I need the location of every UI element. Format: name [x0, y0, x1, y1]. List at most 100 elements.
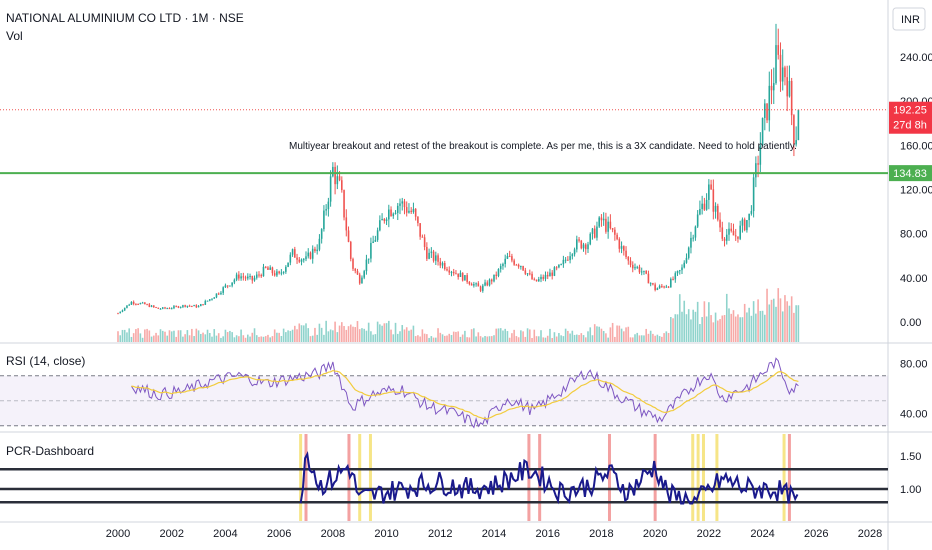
- volume-bar: [233, 337, 236, 342]
- candle-body: [712, 189, 715, 212]
- volume-bar: [334, 321, 336, 342]
- volume-bar: [681, 311, 683, 342]
- pcr-red-marker: [607, 434, 611, 521]
- time-tick-label: 2014: [482, 528, 506, 540]
- volume-bar: [276, 332, 278, 342]
- candle-body: [562, 259, 565, 265]
- candle-body: [144, 302, 146, 305]
- candle-body: [551, 272, 553, 276]
- volume-bar: [251, 332, 254, 342]
- candle-body: [197, 306, 200, 308]
- volume-bar: [768, 304, 771, 342]
- candle-body: [419, 223, 421, 237]
- volume-bar: [640, 335, 643, 342]
- volume-bar: [191, 328, 193, 342]
- volume-bar: [618, 325, 621, 342]
- currency-label[interactable]: INR: [901, 14, 920, 26]
- candle-body: [200, 304, 202, 307]
- pcr-yellow-marker: [299, 434, 303, 521]
- candle-body: [448, 270, 451, 273]
- candle-body: [616, 234, 618, 240]
- candle-body: [329, 176, 332, 202]
- candle-body: [777, 45, 780, 55]
- volume-bar: [502, 330, 504, 342]
- candle-body: [280, 272, 283, 274]
- volume-bar: [119, 335, 122, 342]
- volume-bar: [705, 316, 708, 342]
- pcr-line: [299, 451, 799, 505]
- candle-body: [327, 201, 330, 210]
- candle-body: [289, 254, 292, 263]
- volume-bar: [193, 336, 195, 342]
- volume-bar: [661, 336, 663, 342]
- volume-bar: [533, 329, 536, 342]
- volume-bar: [764, 314, 766, 342]
- volume-bar: [329, 329, 332, 342]
- volume-bar: [712, 322, 715, 342]
- volume-bar: [323, 334, 325, 342]
- candle-body: [627, 256, 630, 261]
- volume-bar: [741, 317, 744, 342]
- pcr-red-marker: [538, 434, 542, 521]
- volume-bar: [269, 337, 271, 342]
- volume-bar: [307, 328, 310, 342]
- candle-body: [522, 266, 524, 271]
- candle-body: [786, 77, 788, 97]
- candle-body: [701, 203, 703, 210]
- candle-body: [739, 225, 741, 239]
- candle-body: [537, 279, 540, 282]
- volume-bar: [117, 331, 119, 342]
- rsi-line: [130, 357, 799, 429]
- volume-bar: [607, 337, 609, 342]
- candle-body: [443, 263, 446, 270]
- candle-body: [535, 279, 538, 282]
- currency-box[interactable]: [892, 7, 926, 31]
- level-badge-value: 134.83: [893, 168, 927, 180]
- volume-bar: [623, 331, 625, 342]
- candle-body: [598, 217, 600, 227]
- time-tick-label: 2020: [643, 528, 667, 540]
- volume-bar: [186, 330, 189, 342]
- volume-bar: [638, 335, 641, 342]
- candle-body: [533, 279, 536, 281]
- candle-body: [450, 271, 453, 273]
- volume-bar: [132, 333, 135, 342]
- pcr-yellow-marker: [691, 434, 695, 521]
- volume-bar: [408, 330, 410, 342]
- volume-bar: [173, 330, 175, 342]
- candle-body: [685, 257, 688, 263]
- candle-body: [741, 219, 744, 226]
- candle-body: [665, 286, 668, 288]
- candle-body: [455, 273, 457, 275]
- volume-bar: [629, 337, 632, 342]
- candle-body: [345, 217, 348, 231]
- candle-body: [609, 221, 612, 229]
- last-price-badge: [889, 101, 932, 134]
- candle-body: [717, 205, 719, 220]
- bar-countdown: 27d 8h: [893, 120, 927, 132]
- volume-bar: [195, 328, 198, 342]
- volume-bar: [553, 332, 556, 342]
- candle-body: [502, 264, 504, 267]
- volume-bar: [343, 326, 345, 342]
- symbol-title: NATIONAL ALUMINIUM CO LTD · 1M · NSE: [6, 11, 244, 25]
- volume-bar: [383, 323, 386, 342]
- candle-body: [428, 252, 430, 259]
- candle-body: [779, 54, 782, 82]
- candle-body: [157, 307, 160, 309]
- volume-bar: [658, 336, 661, 342]
- volume-bar: [358, 329, 361, 342]
- candle-body: [123, 307, 126, 311]
- candle-body: [325, 209, 327, 211]
- volume-bar: [477, 332, 480, 342]
- volume-bar: [461, 334, 464, 342]
- volume-bar: [723, 315, 726, 342]
- candle-body: [229, 285, 231, 287]
- candle-body: [479, 286, 482, 291]
- pcr-yellow-marker: [782, 434, 786, 521]
- volume-bar: [226, 332, 229, 342]
- volume-bar: [121, 329, 124, 342]
- candle-body: [750, 211, 753, 214]
- volume-bar: [578, 334, 580, 342]
